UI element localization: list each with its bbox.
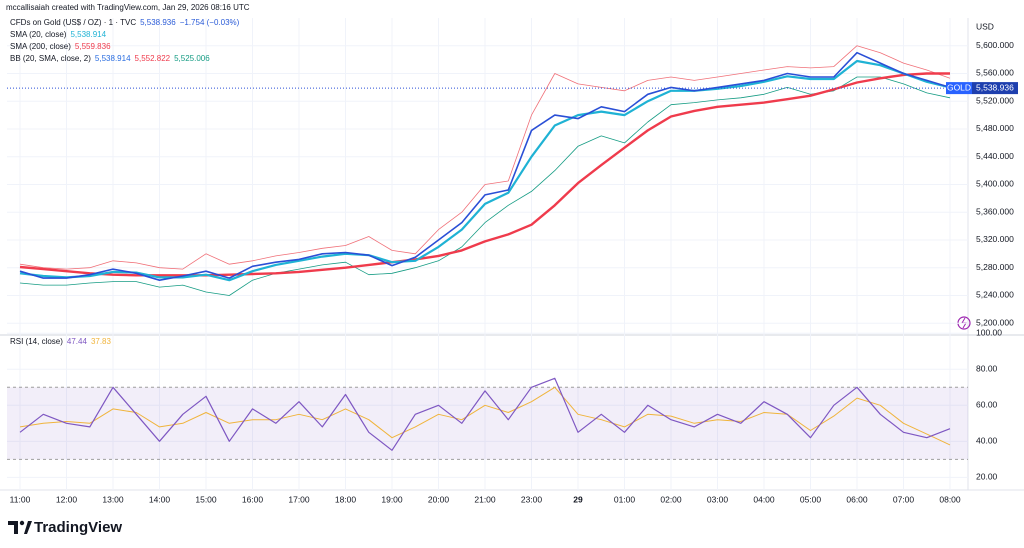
legend-value: −1.754 (−0.03%) (179, 18, 240, 27)
legend-value: 37.83 (90, 337, 111, 346)
x-tick-label: 20:00 (428, 494, 450, 504)
x-tick-label: 19:00 (381, 494, 403, 504)
y-tick-label: 5,440.000 (976, 151, 1014, 161)
attribution: mccallisaiah created with TradingView.co… (6, 3, 250, 12)
y-tick-label: 60.00 (976, 400, 998, 410)
legend-row[interactable]: CFDs on Gold (US$ / OZ) · 1 · TVC 5,538.9… (10, 17, 243, 29)
legend-row[interactable]: SMA (200, close) 5,559.836 (10, 41, 243, 53)
series-line (19, 76, 951, 296)
legend-value: 5,538.914 (70, 30, 107, 39)
x-tick-label: 21:00 (474, 494, 496, 504)
legend-value: 47.44 (66, 337, 87, 346)
price-tag-bg (972, 82, 1018, 95)
x-tick-label: 01:00 (614, 494, 636, 504)
x-tick-label: 14:00 (149, 494, 171, 504)
x-tick-label: 05:00 (800, 494, 822, 504)
series-line (19, 377, 951, 451)
x-tick-label: 02:00 (660, 494, 682, 504)
rsi-band-fill (7, 387, 968, 460)
price-tag-value: 5,538.936 (976, 82, 1014, 92)
y-tick-label: 5,560.000 (976, 68, 1014, 78)
legend-row[interactable]: SMA (20, close) 5,538.914 (10, 29, 243, 41)
y-tick-label: 5,360.000 (976, 206, 1014, 216)
x-tick-label: 04:00 (753, 494, 775, 504)
x-tick-label: 12:00 (56, 494, 78, 504)
x-tick-label: 18:00 (335, 494, 357, 504)
price-tag-name: GOLD (947, 82, 971, 92)
legend-row[interactable]: RSI (14, close) 47.44 37.83 (10, 336, 115, 348)
legend-name: BB (20, SMA, close, 2) (10, 54, 91, 63)
legend: CFDs on Gold (US$ / OZ) · 1 · TVC 5,538.9… (10, 17, 243, 65)
legend-row[interactable]: BB (20, SMA, close, 2) 5,538.914 5,552.822… (10, 53, 243, 65)
legend-name: CFDs on Gold (US$ / OZ) · 1 · TVC (10, 18, 137, 27)
y-tick-label: 100.00 (976, 327, 1002, 337)
series-line (19, 45, 951, 270)
brand-logo (8, 520, 32, 534)
x-tick-label: 23:00 (521, 494, 543, 504)
y-tick-label: 80.00 (976, 363, 998, 373)
y-tick-label: 5,600.000 (976, 40, 1014, 50)
y-tick-label: 5,320.000 (976, 234, 1014, 244)
series-line (19, 51, 951, 281)
x-tick-label: 07:00 (893, 494, 915, 504)
y-unit: USD (976, 21, 994, 31)
x-tick-label: 15:00 (195, 494, 217, 504)
legend-name: RSI (14, close) (10, 337, 63, 346)
legend-value: 5,525.006 (174, 54, 210, 63)
y-tick-label: 5,240.000 (976, 290, 1014, 300)
y-tick-label: 5,280.000 (976, 262, 1014, 272)
x-tick-label: 17:00 (288, 494, 310, 504)
legend: RSI (14, close) 47.44 37.83 (10, 336, 115, 348)
x-tick-label: 16:00 (242, 494, 264, 504)
x-tick-label: 13:00 (102, 494, 124, 504)
x-tick-label: 11:00 (10, 494, 31, 504)
price-tag-name-bg (946, 82, 972, 95)
x-tick-label: 29 (573, 494, 583, 504)
y-tick-label: 5,520.000 (976, 95, 1014, 105)
legend-value: 5,559.836 (74, 42, 111, 51)
y-tick-label: 5,400.000 (976, 179, 1014, 189)
legend-value: 5,538.936 (140, 18, 176, 27)
legend-name: SMA (20, close) (10, 30, 67, 39)
x-tick-label: 03:00 (707, 494, 729, 504)
brand: TradingView (34, 519, 123, 536)
y-tick-label: 5,200.000 (976, 317, 1014, 327)
series-line (19, 386, 951, 446)
legend-value: 5,538.914 (94, 54, 131, 63)
y-tick-label: 40.00 (976, 436, 998, 446)
legend-name: SMA (200, close) (10, 42, 71, 51)
y-tick-label: 5,480.000 (976, 123, 1014, 133)
y-tick-label: 20.00 (976, 472, 998, 482)
legend-value: 5,552.822 (134, 54, 171, 63)
x-tick-label: 08:00 (939, 494, 961, 504)
series-line (19, 72, 950, 277)
x-tick-label: 06:00 (846, 494, 868, 504)
